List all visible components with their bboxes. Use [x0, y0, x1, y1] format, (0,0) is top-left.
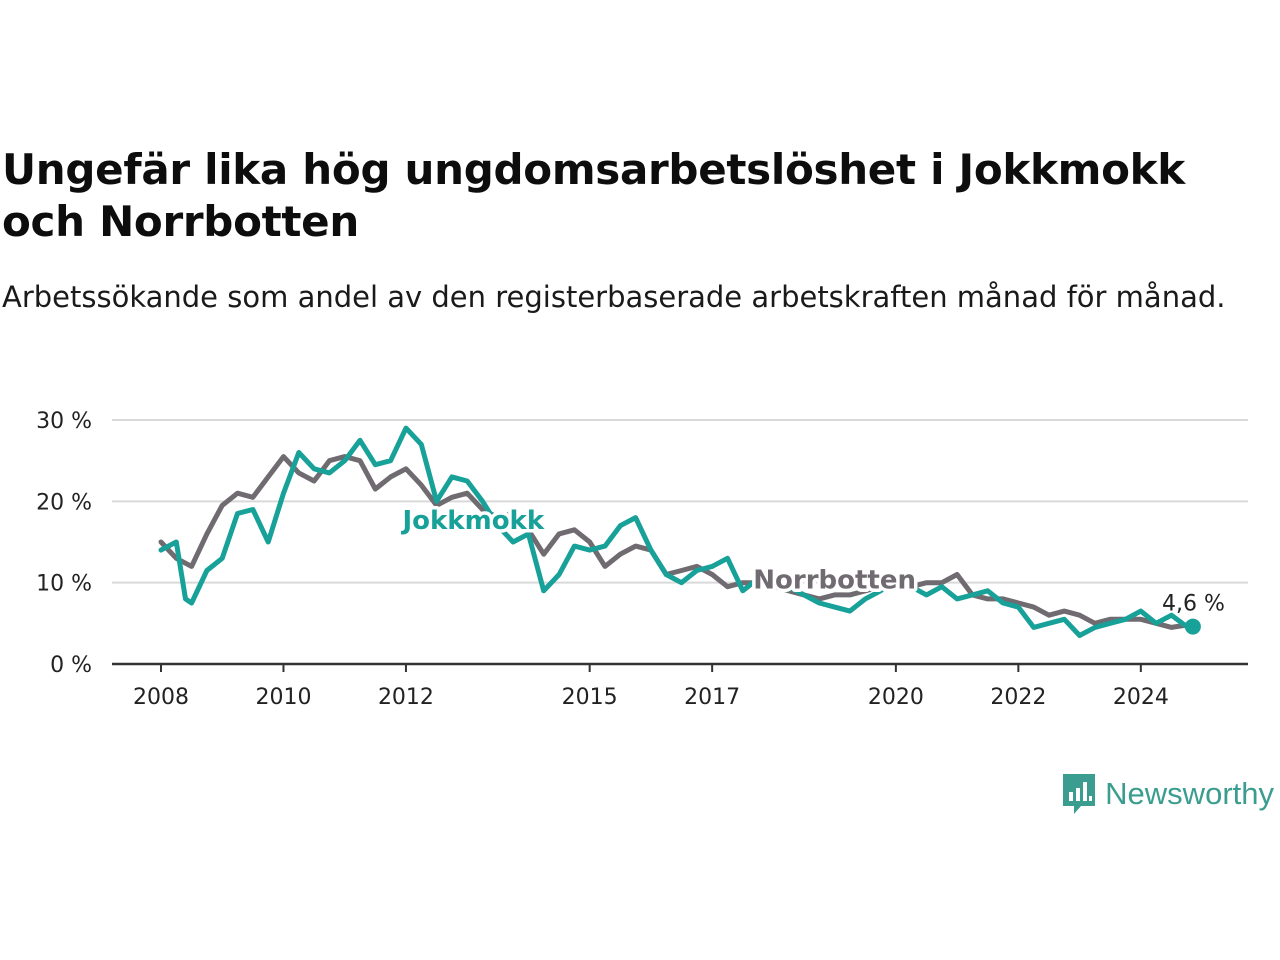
last-value-point [1184, 618, 1201, 635]
series-label-norrbotten: Norrbotten [753, 565, 916, 595]
y-tick-label: 10 % [36, 572, 92, 597]
brand-name: Newsworthy [1105, 776, 1274, 811]
bar-chart-icon [1063, 774, 1096, 814]
x-tick-label: 2015 [562, 685, 618, 710]
x-tick-label: 2022 [990, 685, 1046, 710]
newsworthy-logo: Newsworthy [1061, 772, 1274, 816]
x-tick-label: 2008 [133, 685, 189, 710]
y-tick-label: 0 % [50, 653, 92, 678]
y-tick-label: 30 % [36, 409, 92, 434]
series-label-jokkmokk: Jokkmokk [400, 506, 544, 536]
y-axis-ticks: 0 % 10 % 20 % 30 % [36, 409, 92, 678]
y-tick-label: 20 % [36, 490, 92, 515]
chart-title: Ungefär lika hög ungdomsarbetslöshet i J… [2, 145, 1185, 246]
series-line-jokkmokk [158, 425, 1196, 638]
x-axis-ticks: 2008 2010 2012 2015 2017 2020 2022 2024 [133, 664, 1169, 710]
x-tick-label: 2012 [378, 685, 434, 710]
x-tick-label: 2020 [868, 685, 924, 710]
x-tick-label: 2010 [255, 685, 311, 710]
line-chart: 0 % 10 % 20 % 30 % 2008 2010 2012 2015 2017 2020… [36, 409, 1248, 710]
series-line-norrbotten [158, 454, 1190, 630]
x-tick-label: 2024 [1113, 685, 1169, 710]
last-value-label: 4,6 % [1162, 592, 1225, 617]
series-labels: 4,6 % Jokkmokk Norrbotten [397, 502, 1225, 617]
x-tick-label: 2017 [684, 685, 740, 710]
series-lines [158, 425, 1201, 638]
chart-subtitle: Arbetssökande som andel av den registerb… [2, 280, 1226, 314]
